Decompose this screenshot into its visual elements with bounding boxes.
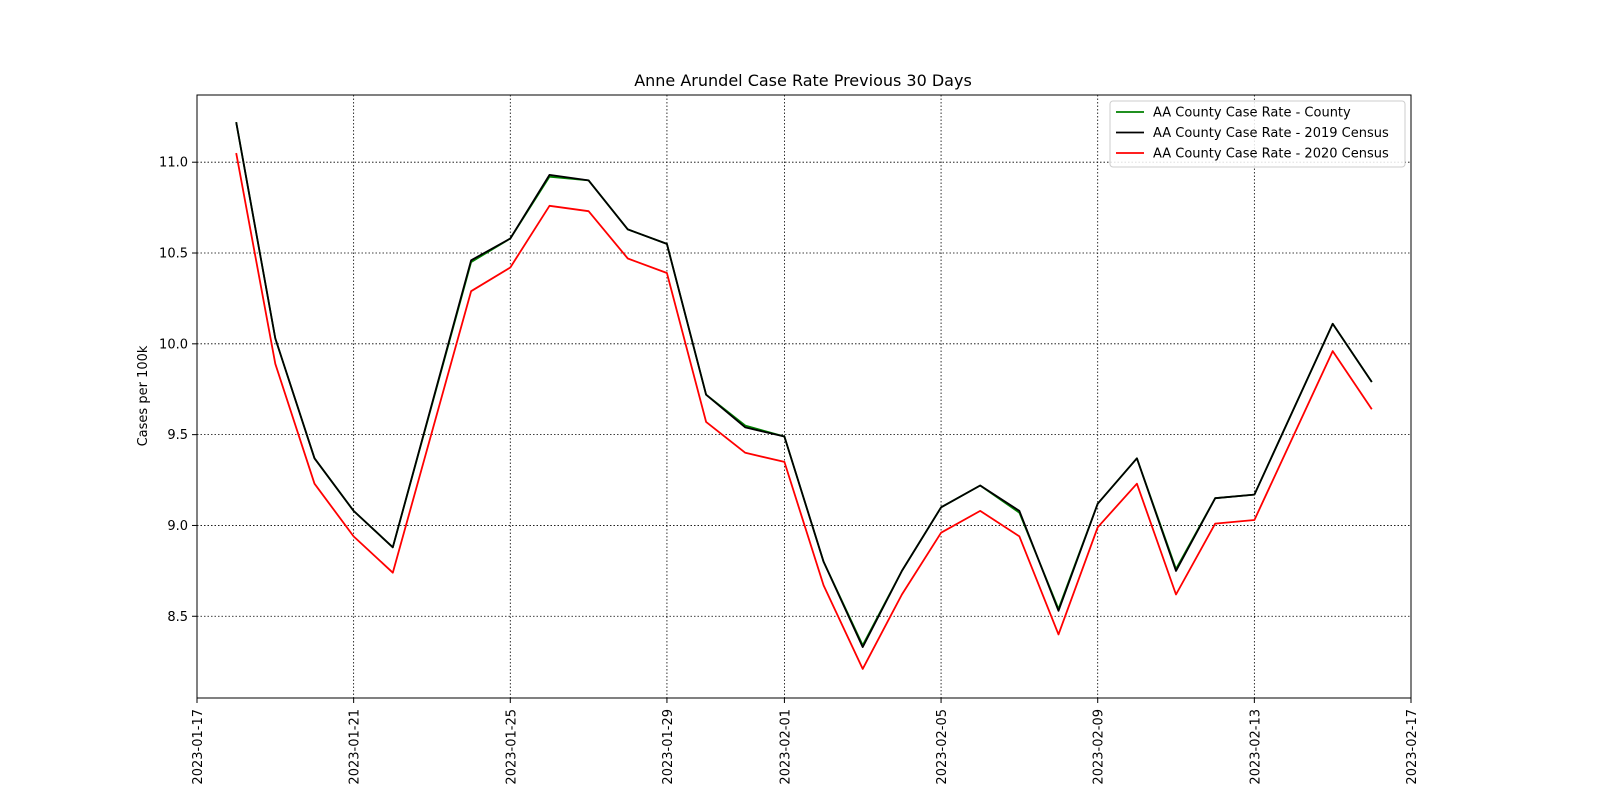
y-axis-label: Cases per 100k xyxy=(136,345,151,446)
legend-label: AA County Case Rate - 2019 Census xyxy=(1153,126,1389,141)
y-tick-label: 11.0 xyxy=(159,156,188,171)
y-tick-label: 10.0 xyxy=(159,337,188,352)
x-tick-label: 2023-01-17 xyxy=(191,709,206,785)
x-tick-label: 2023-01-25 xyxy=(504,709,519,785)
x-tick-label: 2023-01-29 xyxy=(661,709,676,785)
series-line-0 xyxy=(235,122,1373,647)
y-tick-label: 8.5 xyxy=(167,610,188,625)
grid-lines xyxy=(196,95,1412,698)
legend-label: AA County Case Rate - County xyxy=(1153,106,1351,121)
x-axis: 2023-01-17 2023-01-21 2023-01-25 2023-01-29… xyxy=(191,698,1420,785)
series-line-1 xyxy=(235,122,1373,648)
x-tick-label: 2023-02-05 xyxy=(935,709,950,785)
series-line-2 xyxy=(235,152,1373,670)
y-tick-label: 10.5 xyxy=(159,247,188,262)
x-tick-label: 2023-02-09 xyxy=(1092,709,1107,785)
x-tick-label: 2023-02-17 xyxy=(1405,709,1420,785)
legend-label: AA County Case Rate - 2020 Census xyxy=(1153,147,1389,162)
plot-area-frame xyxy=(196,94,1412,699)
y-tick-label: 9.5 xyxy=(167,428,188,443)
y-tick-label: 9.0 xyxy=(167,519,188,534)
legend-box xyxy=(1109,100,1406,168)
legend: AA County Case Rate - County AA County Ca… xyxy=(1109,100,1406,168)
y-axis: 8.5 9.0 9.5 10.0 10.5 11.0 xyxy=(159,156,197,625)
x-tick-label: 2023-02-01 xyxy=(778,709,793,785)
chart-title: Anne Arundel Case Rate Previous 30 Days xyxy=(634,71,972,90)
series-lines xyxy=(235,122,1373,670)
x-tick-label: 2023-02-13 xyxy=(1248,709,1263,785)
x-tick-label: 2023-01-21 xyxy=(348,709,363,785)
